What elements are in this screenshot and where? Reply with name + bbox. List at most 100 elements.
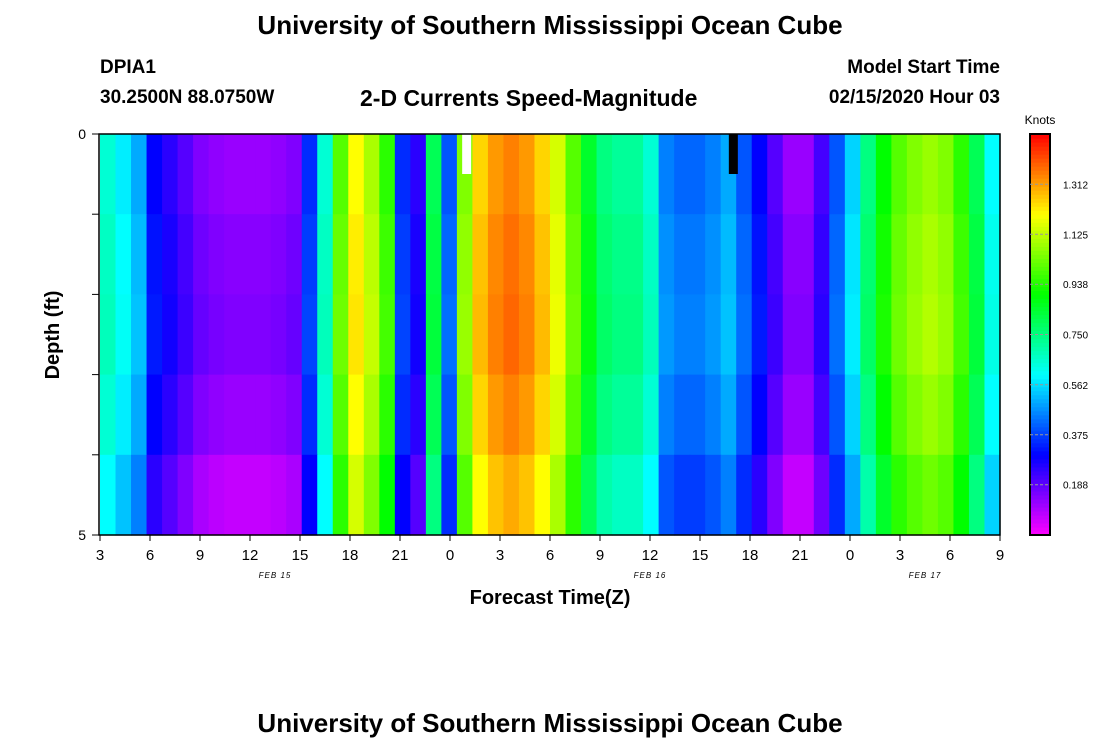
colorbar-swatch: [1030, 234, 1050, 239]
heatmap-cell: [456, 454, 474, 536]
heatmap-cell: [782, 454, 799, 536]
heatmap-cell: [767, 134, 784, 215]
heatmap-cell: [643, 454, 660, 536]
colorbar-swatch: [1030, 166, 1050, 171]
x-tick-label: 6: [146, 547, 154, 564]
heatmap-cell: [317, 134, 334, 215]
model-start-value: 02/15/2020 Hour 03: [828, 87, 1000, 108]
heatmap-cell: [689, 294, 706, 376]
colorbar-swatch: [1030, 246, 1050, 251]
heatmap-cell: [891, 374, 908, 456]
heatmap-cell: [301, 454, 318, 536]
heatmap-cell: [518, 374, 536, 456]
heatmap-cell: [596, 294, 613, 376]
heatmap-cell: [131, 134, 148, 215]
colorbar-tick-label: 0.938: [1063, 280, 1088, 291]
heatmap-cell: [751, 454, 768, 536]
colorbar-swatch: [1030, 146, 1050, 151]
colorbar-swatch: [1030, 414, 1050, 420]
colorbar-swatch: [1030, 250, 1050, 255]
heatmap-cell: [348, 134, 365, 215]
heatmap-cell: [208, 214, 225, 295]
x-tick-label: 9: [196, 547, 204, 564]
footer-title: University of Southern Mississippi Ocean…: [257, 708, 843, 738]
heatmap-cell: [115, 454, 132, 536]
heatmap-cell: [844, 454, 861, 536]
heatmap-cells: [100, 134, 1001, 536]
heatmap-cell: [193, 454, 210, 536]
y-tick-label: 5: [78, 527, 86, 543]
x-tick-label: 9: [996, 547, 1004, 564]
heatmap-cell: [487, 454, 505, 536]
heatmap-cell: [301, 374, 318, 456]
heatmap-cell: [612, 374, 629, 456]
colorbar-swatch: [1030, 174, 1050, 179]
heatmap-cell: [177, 214, 194, 295]
heatmap-cell: [829, 214, 846, 295]
heatmap-cell: [953, 134, 970, 215]
colorbar-swatch: [1030, 410, 1050, 416]
heatmap-cell: [906, 374, 924, 456]
colorbar-swatch: [1030, 306, 1050, 312]
colorbar-tick-label: 0.750: [1063, 331, 1088, 342]
heatmap-cell: [953, 294, 970, 376]
heatmap-cell: [627, 454, 644, 536]
colorbar-swatch: [1030, 450, 1050, 456]
colorbar-swatch: [1030, 190, 1050, 195]
heatmap-cell: [736, 294, 753, 376]
heatmap-cell: [968, 214, 986, 295]
heatmap-cell: [332, 454, 349, 536]
x-tick-label: 0: [846, 547, 854, 564]
colorbar-swatch: [1030, 222, 1050, 227]
heatmap-cell: [379, 374, 396, 456]
heatmap-cell: [208, 454, 225, 536]
heatmap-cell: [658, 134, 675, 215]
heatmap-cell: [317, 374, 334, 456]
heatmap-cell: [208, 134, 225, 215]
heatmap-cell: [472, 374, 489, 456]
colorbar-swatch: [1030, 350, 1050, 356]
colorbar-swatch: [1030, 238, 1050, 243]
y-axis-label: Depth (ft): [42, 291, 64, 380]
heatmap-cell: [162, 134, 179, 215]
heatmap-cell: [270, 374, 287, 456]
heatmap-cell: [255, 374, 272, 456]
colorbar-swatch: [1030, 322, 1050, 328]
heatmap-cell: [565, 134, 582, 215]
heatmap-cell: [891, 214, 908, 295]
colorbar-swatch: [1030, 262, 1050, 267]
x-tick-label: 3: [496, 547, 504, 564]
colorbar-swatch: [1030, 454, 1050, 460]
colorbar-swatch: [1030, 274, 1050, 279]
colorbar-swatch: [1030, 446, 1050, 452]
x-tick-label: 6: [546, 547, 554, 564]
colorbar-swatch: [1030, 402, 1050, 408]
heatmap-cell: [612, 134, 629, 215]
heatmap-cell: [860, 214, 877, 295]
heatmap-cell: [394, 294, 411, 376]
heatmap-cell: [146, 134, 163, 215]
heatmap-cell: [751, 294, 768, 376]
heatmap-cell: [379, 134, 396, 215]
colorbar-swatch: [1030, 294, 1050, 300]
heatmap-cell: [937, 214, 955, 295]
heatmap-cell: [162, 214, 179, 295]
x-axis: 3 6 9 12 15 18 21 0 3 6 9 12 15 18 21 0 3 6 9: [96, 535, 1004, 564]
colorbar-swatch: [1030, 270, 1050, 275]
heatmap-cell: [612, 454, 629, 536]
colorbar-swatch: [1030, 366, 1050, 372]
heatmap-cell: [301, 134, 318, 215]
heatmap-cell: [813, 214, 830, 295]
heatmap-cell: [472, 214, 489, 295]
heatmap-cell: [208, 294, 225, 376]
heatmap-cell: [193, 214, 210, 295]
heatmap-cell: [627, 294, 644, 376]
heatmap-cell: [689, 374, 706, 456]
date-label: FEB 17: [909, 571, 942, 580]
colorbar-swatch: [1030, 470, 1050, 476]
heatmap-cell: [518, 454, 536, 536]
heatmap-cell: [100, 214, 117, 295]
heatmap-cell: [518, 134, 536, 215]
heatmap-cell: [643, 214, 660, 295]
heatmap-cell: [674, 294, 691, 376]
